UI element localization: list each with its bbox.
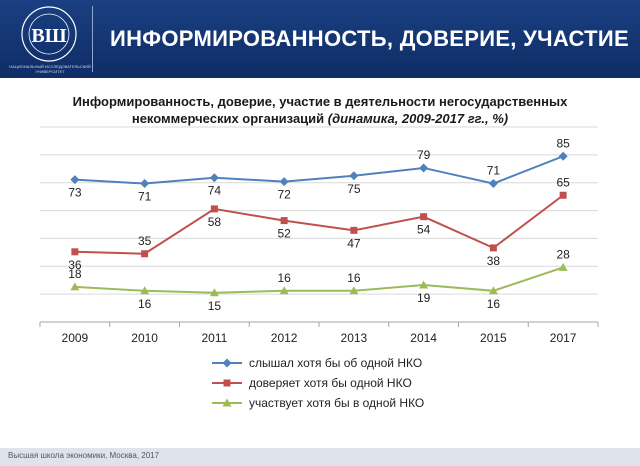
data-point [488,286,498,295]
data-point [141,250,149,258]
chart-title-line2: некоммерческих организаций [131,111,325,126]
x-tick-label: 2015 [480,331,507,345]
data-label: 71 [138,190,152,204]
chart-subtitle: (динамика, 2009-2017 гг., %) [327,111,509,126]
data-point [559,191,567,199]
data-point [210,205,218,213]
data-label: 72 [277,188,291,202]
data-point [488,179,498,189]
data-label: 79 [417,148,431,162]
data-point [209,288,219,297]
x-tick-label: 2012 [271,331,298,345]
data-label: 18 [68,267,82,281]
header-banner: ВШ НАЦИОНАЛЬНЫЙ ИССЛЕДОВАТЕЛЬСКИЙ УНИВЕР… [0,0,640,78]
data-label: 85 [556,136,570,150]
data-label: 74 [208,184,222,198]
data-label: 38 [487,254,501,268]
legend-label: доверяет хотя бы одной НКО [249,376,412,390]
data-label: 19 [417,291,431,305]
x-tick-label: 2011 [201,331,227,345]
data-point [419,280,429,289]
data-point [140,286,150,295]
data-point [420,213,428,221]
legend-marker [222,358,232,368]
data-point [140,179,150,189]
data-label: 47 [347,236,361,250]
chart-title-line1: Информированность, доверие, участие в де… [72,94,568,109]
data-point [70,282,80,291]
legend-marker [222,398,232,407]
data-point [489,244,497,252]
data-label: 28 [556,247,570,261]
header-divider [92,6,93,72]
data-point [280,217,288,225]
chart-title: Информированность, доверие, участие в де… [30,93,610,127]
data-point [279,286,289,295]
legend-label: участвует хотя бы в одной НКО [249,396,424,410]
x-tick-label: 2010 [131,331,158,345]
data-point [558,262,568,271]
logo-caption: НАЦИОНАЛЬНЫЙ ИССЛЕДОВАТЕЛЬСКИЙ УНИВЕРСИТ… [9,64,91,74]
data-label: 75 [347,182,361,196]
data-label: 65 [556,175,570,189]
data-label: 35 [138,234,152,248]
series-line [74,155,564,185]
footer-bar [0,448,640,466]
data-label: 15 [208,299,222,313]
data-point [349,286,359,295]
page-title: ИНФОРМИРОВАННОСТЬ, ДОВЕРИЕ, УЧАСТИЕ [110,26,629,51]
data-point [558,151,568,161]
data-point [350,226,358,234]
data-label: 16 [277,271,291,285]
hse-logo: ВШ [14,4,84,74]
data-label: 54 [417,223,431,237]
footer-text: Высшая школа экономики, Москва, 2017 [8,451,160,460]
x-tick-label: 2017 [550,331,577,345]
data-label: 16 [138,297,152,311]
data-point [209,173,219,183]
series-line [74,194,564,255]
legend-marker [223,379,231,387]
data-label: 52 [277,227,291,241]
data-point [71,248,79,256]
data-point [279,177,289,187]
x-tick-label: 2014 [410,331,437,345]
series-line [74,266,564,294]
data-label: 71 [487,164,501,178]
x-tick-label: 2013 [341,331,368,345]
data-label: 36 [68,258,82,272]
data-label: 16 [347,271,361,285]
data-point [419,163,429,173]
data-label: 16 [487,297,501,311]
data-label: 58 [208,215,222,229]
legend-label: слышал хотя бы об одной НКО [249,356,422,370]
data-point [70,175,80,185]
x-tick-label: 2009 [62,331,89,345]
line-chart: 2009 2010 2011 2012 2013 2014 2015 2017 73 71 74 72… [39,126,599,410]
data-point [349,171,359,181]
svg-text:ВШ: ВШ [31,25,66,47]
data-label: 73 [68,186,82,200]
